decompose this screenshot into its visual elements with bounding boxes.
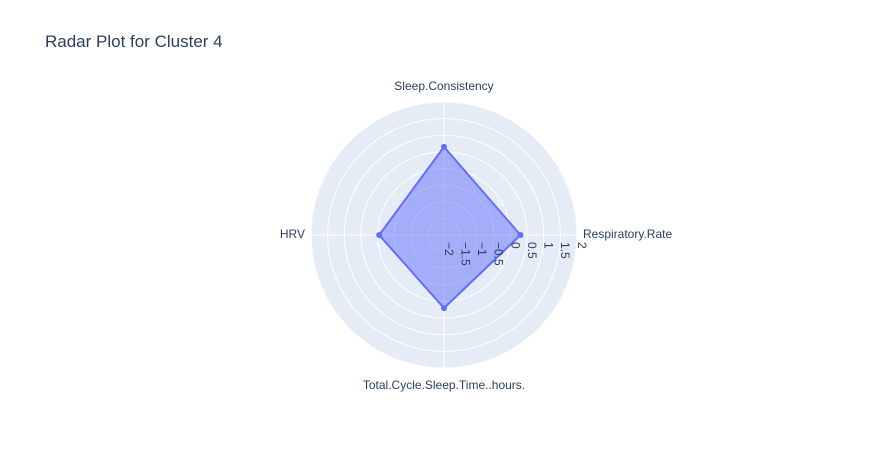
series-point xyxy=(376,232,383,238)
angular-axis-label: Respiratory.Rate xyxy=(583,227,672,241)
radial-tick-label: 0 xyxy=(508,242,522,249)
series-point xyxy=(441,305,447,312)
radial-tick-label: −1 xyxy=(475,242,489,256)
radial-tick-label: 1 xyxy=(542,242,556,249)
radial-tick-label: 0.5 xyxy=(525,242,539,259)
angular-axis-label: Total.Cycle.Sleep.Time..hours. xyxy=(363,378,525,392)
radial-tick-label: −0.5 xyxy=(492,242,506,266)
series-point xyxy=(517,232,524,238)
series-point xyxy=(441,143,447,150)
chart-title: Radar Plot for Cluster 4 xyxy=(45,32,223,51)
radial-tick-label: 2 xyxy=(575,242,589,249)
angular-axis-label: Sleep.Consistency xyxy=(394,79,493,93)
radial-tick-label: −1.5 xyxy=(458,242,472,266)
radial-tick-label: −2 xyxy=(442,242,456,256)
radial-tick-label: 1.5 xyxy=(558,242,572,259)
angular-axis-label: HRV xyxy=(280,227,305,241)
